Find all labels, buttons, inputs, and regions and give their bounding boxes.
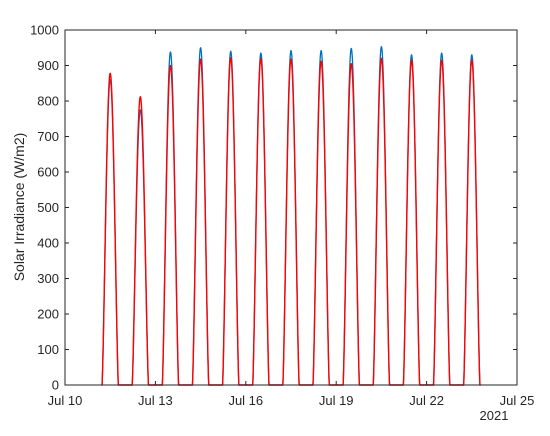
x-tick-label: Jul 19 xyxy=(319,393,354,408)
y-tick-label: 700 xyxy=(37,129,59,144)
y-tick-label: 900 xyxy=(37,58,59,73)
y-tick-label: 1000 xyxy=(30,23,59,38)
y-tick-label: 800 xyxy=(37,94,59,109)
y-tick-label: 400 xyxy=(37,236,59,251)
x-tick-label: Jul 13 xyxy=(138,393,173,408)
y-axis: 0 100 200 300 400 500 600 700 800 900 1000 xyxy=(30,23,517,393)
x-tick-label: Jul 25 xyxy=(500,393,535,408)
y-tick-label: 500 xyxy=(37,200,59,215)
y-axis-label: Solar Irradiance (W/m2) xyxy=(11,133,27,282)
y-tick-label: 300 xyxy=(37,271,59,286)
y-tick-label: 0 xyxy=(52,378,59,393)
plot-background xyxy=(65,30,517,385)
series-line-model xyxy=(101,56,481,386)
y-tick-label: 600 xyxy=(37,165,59,180)
x-secondary-label: 2021 xyxy=(480,408,509,423)
series-layer xyxy=(101,46,481,386)
x-tick-label: Jul 16 xyxy=(228,393,263,408)
x-tick-label: Jul 10 xyxy=(48,393,83,408)
y-tick-label: 200 xyxy=(37,307,59,322)
y-tick-label: 100 xyxy=(37,342,59,357)
x-tick-label: Jul 22 xyxy=(409,393,444,408)
x-axis: Jul 10 Jul 13 Jul 16 Jul 19 Jul 22 Jul 25 xyxy=(48,30,535,408)
